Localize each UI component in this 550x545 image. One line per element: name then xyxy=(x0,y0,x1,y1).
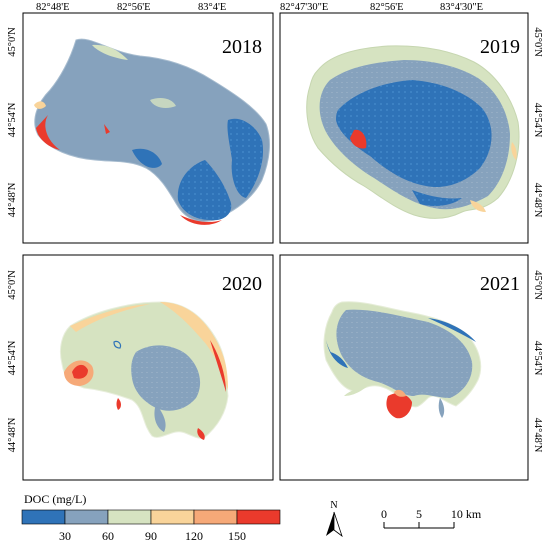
legend-label: 60 xyxy=(102,529,114,543)
north-label: N xyxy=(330,500,337,511)
panel-2018: 2018 82°48'E 82°56'E 83°4'E 45°0'N 44°54… xyxy=(7,2,274,244)
legend-swatch xyxy=(107,509,152,525)
legend-label: 30 xyxy=(59,529,71,543)
year-label: 2018 xyxy=(222,36,262,58)
lake-2020 xyxy=(59,301,229,440)
legend-swatch xyxy=(64,509,109,525)
legend-label: 150 xyxy=(228,529,246,543)
legend-swatch xyxy=(150,509,195,525)
scale-bar: 0 5 10 km xyxy=(381,507,482,529)
tick-label: 82°47'30"E xyxy=(280,2,328,13)
tick-label: 45°0'N xyxy=(532,27,543,57)
tick-label: 45°0'N xyxy=(7,270,18,300)
tick-label: 44°48'N xyxy=(7,417,18,452)
right-ticks: 45°0'N 44°54'N 44°48'N xyxy=(532,270,543,452)
tick-label: 44°54'N xyxy=(7,102,18,137)
legend-label: 90 xyxy=(145,529,157,543)
legend-swatches xyxy=(21,509,281,525)
legend-swatch xyxy=(193,509,238,525)
scale-label: 5 xyxy=(416,507,422,521)
tick-label: 82°56'E xyxy=(117,2,151,13)
tick-label: 82°48'E xyxy=(36,2,70,13)
right-ticks: 45°0'N 44°54'N 44°48'N xyxy=(532,27,543,217)
legend-label: 120 xyxy=(185,529,203,543)
tick-label: 44°54'N xyxy=(532,103,543,138)
north-arrow-icon: N xyxy=(326,500,343,538)
top-ticks: 82°48'E 82°56'E 83°4'E xyxy=(36,2,226,13)
year-label: 2019 xyxy=(480,36,520,58)
lake-2019 xyxy=(306,45,520,219)
year-label: 2020 xyxy=(222,273,262,295)
legend-swatch xyxy=(21,509,66,525)
scale-label: 10 km xyxy=(451,507,482,521)
tick-label: 82°56'E xyxy=(370,2,404,13)
tick-label: 44°48'N xyxy=(532,418,543,453)
tick-label: 44°48'N xyxy=(532,183,543,218)
panel-2020: 2020 45°0'N 44°54'N 44°48'N xyxy=(7,254,274,481)
tick-label: 44°48'N xyxy=(7,182,18,217)
legend-labels: 30 60 90 120 150 xyxy=(59,529,246,543)
tick-label: 83°4'E xyxy=(198,2,226,13)
tick-label: 44°54'N xyxy=(532,341,543,376)
legend-swatch xyxy=(236,509,281,525)
tick-label: 45°0'N xyxy=(7,27,18,57)
legend-title: DOC (mg/L) xyxy=(24,492,86,506)
left-ticks: 45°0'N 44°54'N 44°48'N xyxy=(7,270,18,452)
tick-label: 83°4'30"E xyxy=(440,2,483,13)
scale-label: 0 xyxy=(381,507,387,521)
tick-label: 45°0'N xyxy=(532,270,543,300)
panel-2019: 2019 82°47'30"E 82°56'E 83°4'30"E 45°0'N… xyxy=(279,2,543,244)
panel-2021: 2021 45°0'N 44°54'N 44°48'N xyxy=(279,254,543,481)
top-ticks: 82°47'30"E 82°56'E 83°4'30"E xyxy=(280,2,483,13)
tick-label: 44°54'N xyxy=(7,340,18,375)
left-ticks: 45°0'N 44°54'N 44°48'N xyxy=(7,27,18,217)
color-legend: DOC (mg/L) 30 60 90 120 150 xyxy=(21,492,281,543)
year-label: 2021 xyxy=(480,273,520,295)
lake-2018 xyxy=(34,38,270,225)
lake-2021 xyxy=(323,301,482,419)
